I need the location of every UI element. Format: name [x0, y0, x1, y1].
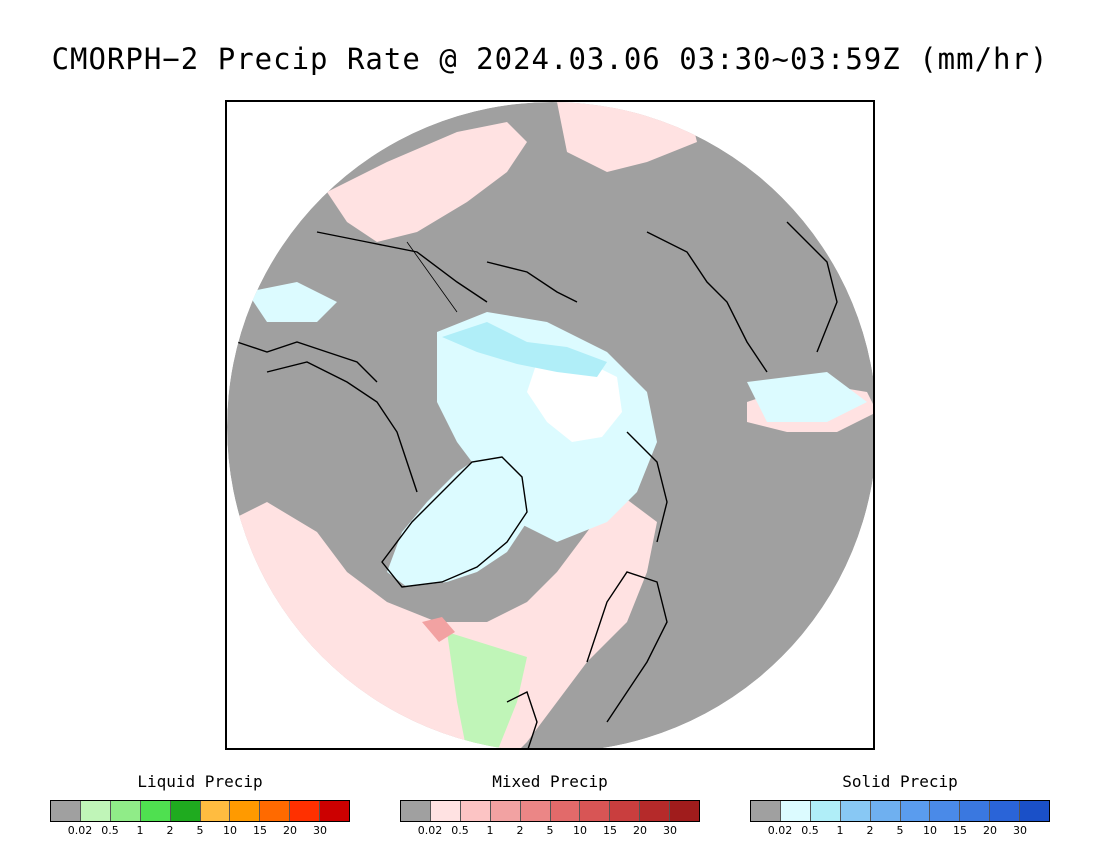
legend-title-mixed: Mixed Precip [492, 772, 608, 791]
legend-tick-label: 0.02 [67, 824, 93, 837]
polar-map-svg [227, 102, 873, 748]
coastlines [236, 221, 838, 748]
legend-swatch [320, 801, 350, 821]
legend-swatch [640, 801, 671, 821]
legend-tick-label: 0.5 [801, 824, 819, 837]
legend-tick-label: 1 [836, 824, 844, 837]
solid-precip-region-greenland [387, 452, 537, 587]
legend-bar-solid [750, 800, 1050, 822]
legend-swatch [751, 801, 781, 821]
mixed-precip-region-scandinavia [487, 542, 647, 748]
snow-heavy-core [527, 357, 622, 442]
legend-swatch [610, 801, 641, 821]
legend-swatch [230, 801, 261, 821]
legend-swatch [290, 801, 321, 821]
legend-swatch [80, 801, 111, 821]
legend-swatch [840, 801, 871, 821]
legend-swatch [580, 801, 611, 821]
legend-swatch [200, 801, 231, 821]
mixed-precip-region-north [327, 122, 527, 242]
legend-bar-liquid [50, 800, 350, 822]
legend-tick-label: 2 [866, 824, 874, 837]
legend-tick-label: 15 [603, 824, 617, 837]
legend-bar-mixed [400, 800, 700, 822]
legend-swatch [110, 801, 141, 821]
legend-swatch [170, 801, 201, 821]
legend-mixed: Mixed Precip 0.02 0.5 1 2 5 10 15 20 30 [400, 772, 700, 842]
legend-tick-label: 5 [896, 824, 904, 837]
legend-swatch [520, 801, 551, 821]
legend-tick-label: 20 [983, 824, 997, 837]
legend-ticks-solid: 0.02 0.5 1 2 5 10 15 20 30 [750, 824, 1050, 840]
legend-tick-label: 20 [283, 824, 297, 837]
solid-precip-patch-west [247, 282, 337, 322]
border-line [406, 241, 458, 313]
legend-swatch [430, 801, 461, 821]
solid-precip-patch-east [747, 372, 867, 422]
map-title: CMORPH−2 Precip Rate @ 2024.03.06 03:30~… [51, 42, 1049, 76]
legend-tick-label: 2 [166, 824, 174, 837]
legend-tick-label: 15 [253, 824, 267, 837]
solid-precip-band [442, 322, 607, 377]
legend-tick-label: 2 [516, 824, 524, 837]
legend-swatch [670, 801, 700, 821]
legend-swatch [930, 801, 961, 821]
liquid-precip-region [447, 632, 527, 748]
legend-ticks-mixed: 0.02 0.5 1 2 5 10 15 20 30 [400, 824, 700, 840]
legend-tick-label: 0.5 [101, 824, 119, 837]
legend-swatch [810, 801, 841, 821]
legend-tick-label: 30 [1013, 824, 1027, 837]
legend-swatch [870, 801, 901, 821]
legend-ticks-liquid: 0.02 0.5 1 2 5 10 15 20 30 [50, 824, 350, 840]
legend-swatch [900, 801, 931, 821]
legend-tick-label: 10 [223, 824, 237, 837]
legend-tick-label: 5 [196, 824, 204, 837]
legend-swatch [460, 801, 491, 821]
legend-swatch [401, 801, 431, 821]
legend-swatch [780, 801, 811, 821]
legend-tick-label: 10 [573, 824, 587, 837]
legend-swatch [550, 801, 581, 821]
legend-tick-label: 5 [546, 824, 554, 837]
legend-solid: Solid Precip 0.02 0.5 1 2 5 10 15 20 30 [750, 772, 1050, 842]
legend-tick-label: 0.5 [451, 824, 469, 837]
legend-tick-label: 20 [633, 824, 647, 837]
legend-swatch [490, 801, 521, 821]
legend-tick-label: 0.02 [767, 824, 793, 837]
legend-swatch [51, 801, 81, 821]
legend-tick-label: 15 [953, 824, 967, 837]
legend-liquid: Liquid Precip 0.02 0.5 1 2 5 10 15 20 30 [50, 772, 350, 842]
legend-tick-label: 30 [663, 824, 677, 837]
mixed-heavy-streak [422, 617, 455, 642]
legend-title-solid: Solid Precip [842, 772, 958, 791]
legend-tick-label: 0.02 [417, 824, 443, 837]
polar-precip-map[interactable] [225, 100, 875, 750]
legend-swatch [960, 801, 991, 821]
legend-title-liquid: Liquid Precip [137, 772, 263, 791]
legend-swatch [1020, 801, 1050, 821]
legend-tick-label: 10 [923, 824, 937, 837]
legend-swatch [260, 801, 291, 821]
legend-tick-label: 30 [313, 824, 327, 837]
legend-swatch [140, 801, 171, 821]
legend-swatch [990, 801, 1021, 821]
legend-tick-label: 1 [486, 824, 494, 837]
legend-tick-label: 1 [136, 824, 144, 837]
